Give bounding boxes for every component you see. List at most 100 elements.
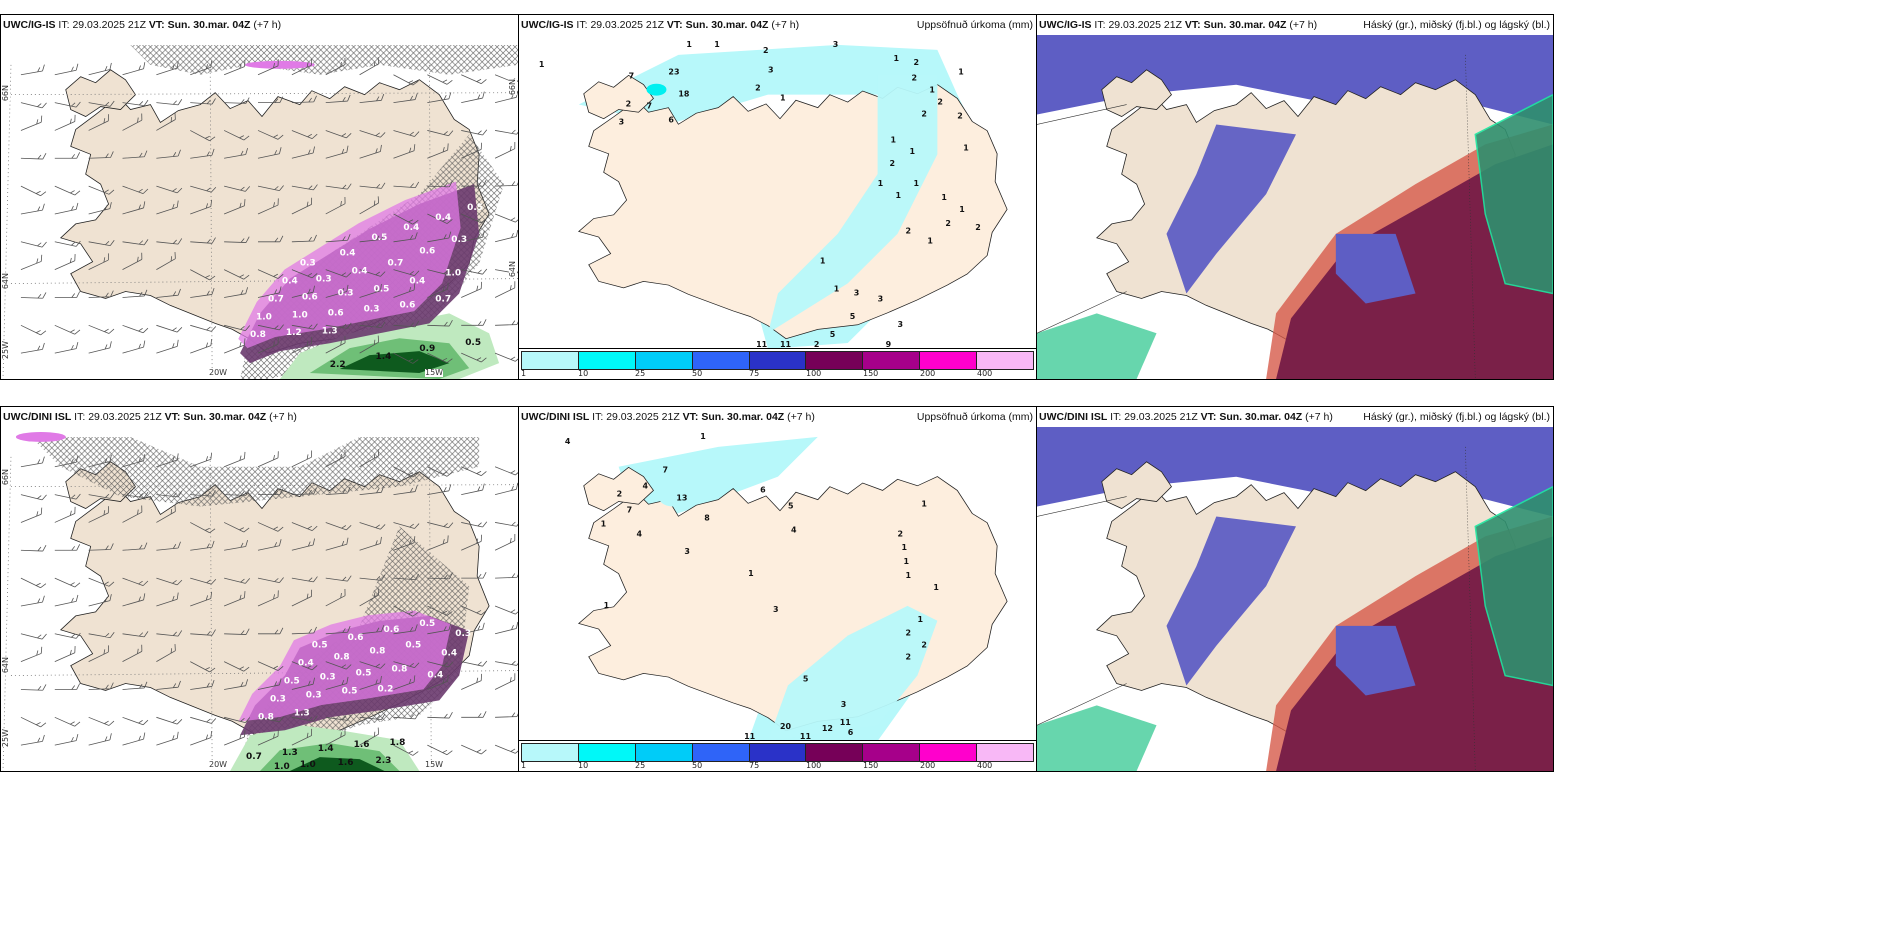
wind-barb xyxy=(223,338,246,354)
wind-barb xyxy=(494,213,518,223)
wind-barb xyxy=(190,679,215,690)
precip-wind-map[interactable]: 0.3 0.4 0.5 0.4 0.4 0.5 0.4 0.3 0.4 0.7 0.6 0.3 0.7 0… xyxy=(1,35,518,379)
wind-barb-line xyxy=(427,92,452,103)
cloud-cover-map[interactable] xyxy=(1037,35,1553,379)
wind-barb-line xyxy=(224,185,251,192)
wind-barb xyxy=(359,182,386,189)
low-cloud-region xyxy=(1335,233,1416,304)
precip-green-dark xyxy=(289,757,385,771)
wind-barb xyxy=(156,630,183,637)
wind-barb-line xyxy=(190,60,213,76)
precip-value-label: 0.7 xyxy=(388,259,404,269)
wind-barb-line xyxy=(54,577,81,588)
wind-barb-line xyxy=(461,91,485,103)
wind-barb-line xyxy=(393,712,420,720)
accum-value-label: 3 xyxy=(878,294,884,303)
wind-barb-line xyxy=(54,185,81,196)
wind-barb xyxy=(427,352,453,364)
accum-precip-map[interactable]: 1 1 1 2 3 3 2 1 7 23 2 7 18 6 3 1 2 2 1 1 2 2 2 1 1 2 1 1 1 1 1 1 2 2 1 1 1 3… xyxy=(519,35,1036,349)
wind-barb-line xyxy=(190,730,213,746)
accum-value-label: 7 xyxy=(647,102,653,111)
wind-barb-line xyxy=(156,644,176,662)
wind-barb xyxy=(325,486,351,496)
wind-barb xyxy=(20,102,47,109)
wind-barb xyxy=(325,714,352,721)
wind-barb xyxy=(427,320,453,327)
wind-barb xyxy=(224,489,250,496)
wind-barb xyxy=(325,625,351,635)
wind-barb xyxy=(20,577,47,589)
colorbar-swatch xyxy=(977,744,1034,761)
accum-value-label: 1 xyxy=(834,284,840,293)
wind-barb xyxy=(122,454,146,468)
wind-barb xyxy=(325,676,349,690)
wind-barb-line xyxy=(461,281,482,298)
wind-barb-line xyxy=(393,181,420,189)
accum-value-label: 2 xyxy=(913,58,919,67)
colorbar-tick-label: 50 xyxy=(692,369,703,378)
wind-barb-line xyxy=(190,237,216,244)
wind-barb-line xyxy=(20,152,47,160)
lon-label-15w: 15W xyxy=(425,760,444,769)
wind-barb xyxy=(495,318,518,326)
wind-barb-line xyxy=(494,744,518,754)
wind-barb xyxy=(495,659,518,666)
wind-barb xyxy=(393,352,419,364)
wind-barb-line xyxy=(291,715,318,722)
wind-barb-line xyxy=(427,522,454,529)
mid-cloud-region xyxy=(1037,705,1157,771)
wind-barb-line xyxy=(393,624,418,635)
wind-barb xyxy=(427,213,453,224)
wind-barb xyxy=(461,673,482,690)
wind-barb-line xyxy=(359,284,382,298)
wind-barb-line xyxy=(325,714,352,721)
wind-barb xyxy=(88,202,112,215)
precip-value-label: 0.5 xyxy=(356,669,372,679)
wind-barb-line xyxy=(190,98,216,105)
cloud-cover-map[interactable] xyxy=(1037,427,1553,771)
wind-barb-line xyxy=(461,605,487,616)
wind-barb-line xyxy=(495,710,518,718)
precip-value-label: 1.3 xyxy=(294,708,310,718)
accum-value-label: 11 xyxy=(744,732,755,741)
wind-barb xyxy=(224,236,250,243)
wind-barb-line xyxy=(156,252,176,270)
accum-value-label: 2 xyxy=(890,159,896,168)
longitude-gridline xyxy=(209,64,213,379)
wind-barb-line xyxy=(257,590,279,607)
wind-barb xyxy=(359,485,385,496)
lat-label-66n: 66N xyxy=(1,85,10,102)
wind-barb-line xyxy=(54,506,76,523)
wind-barb-line xyxy=(257,198,279,215)
wind-barb-line xyxy=(393,130,420,137)
accum-precip-map[interactable]: 4 1 7 2 4 13 7 1 4 8 6 5 4 3 1 2 1 1 1 1 1 1 2 2 2 3 1 5 3 20 11 11 12 11… xyxy=(519,427,1036,741)
wind-barb-line xyxy=(427,744,453,756)
wind-barb-line xyxy=(427,282,449,298)
wind-barb-line xyxy=(359,130,386,138)
wind-barb-line xyxy=(224,577,251,584)
accum-value-label: 1 xyxy=(917,615,923,624)
wind-barb-line xyxy=(461,230,485,243)
mid-cloud-region xyxy=(1037,313,1157,379)
colorbar-tick-label: 100 xyxy=(806,369,822,378)
wind-barb-line xyxy=(427,466,453,477)
wind-barb xyxy=(20,633,47,640)
vt-value: Sun. 30.mar. 04Z xyxy=(167,19,251,31)
wind-barb-line xyxy=(325,625,351,635)
colorbar-swatch xyxy=(806,744,864,761)
wind-barb-line xyxy=(122,681,148,690)
precip-wind-map[interactable]: 0.5 0.6 0.6 0.5 0.3 0.4 0.8 0.8 0.5 0.4 0.5 0.3 0.5 0… xyxy=(1,427,518,771)
it-value: 29.03.2025 21Z xyxy=(606,411,680,423)
wind-barb xyxy=(257,269,284,279)
wind-barb-line xyxy=(461,660,488,667)
wind-barb-line xyxy=(20,241,47,248)
wind-barb xyxy=(88,151,114,159)
precip-value-label: 0.5 xyxy=(312,641,328,651)
accum-value-label: 3 xyxy=(841,700,847,709)
colorbar-tick-label: 400 xyxy=(977,369,993,378)
precip-value-label: 0.3 xyxy=(455,629,471,639)
wind-barb xyxy=(291,450,313,468)
accum-value-label: 1 xyxy=(941,193,947,202)
wind-barb xyxy=(122,185,149,194)
precip-value-label: 0.4 xyxy=(340,249,356,259)
